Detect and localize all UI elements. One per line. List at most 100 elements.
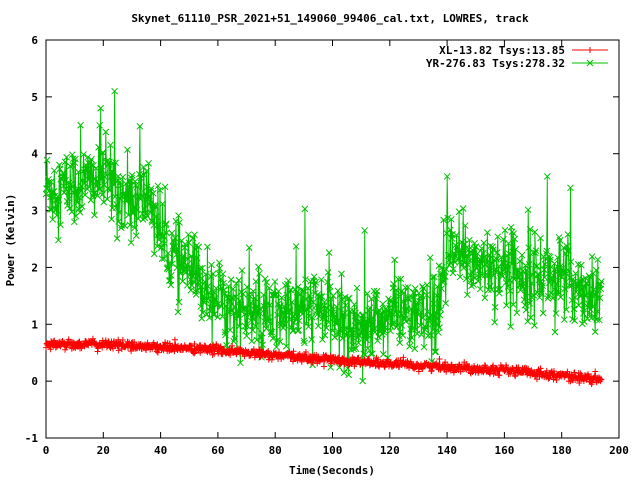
data-point bbox=[235, 313, 242, 321]
data-point bbox=[132, 232, 140, 239]
data-point bbox=[469, 247, 477, 254]
data-point bbox=[369, 314, 377, 321]
data-point bbox=[597, 285, 605, 293]
data-point bbox=[525, 261, 533, 268]
data-point bbox=[456, 273, 464, 281]
data-point bbox=[61, 173, 68, 180]
data-point bbox=[486, 282, 494, 290]
data-point bbox=[487, 267, 495, 274]
data-point bbox=[319, 314, 327, 322]
data-point bbox=[552, 265, 559, 273]
data-point bbox=[259, 341, 266, 349]
data-point bbox=[598, 278, 605, 285]
data-point bbox=[439, 278, 446, 286]
data-point bbox=[175, 298, 183, 306]
data-point bbox=[361, 351, 369, 359]
data-point bbox=[405, 295, 412, 303]
data-point bbox=[544, 295, 552, 302]
x-tick-label: 120 bbox=[380, 444, 400, 457]
data-point bbox=[550, 368, 557, 375]
data-point bbox=[80, 151, 87, 158]
data-point bbox=[97, 176, 105, 183]
y-tick-label: 3 bbox=[31, 205, 38, 218]
data-point bbox=[158, 244, 165, 251]
data-point bbox=[167, 281, 175, 289]
data-point bbox=[280, 303, 288, 310]
data-point bbox=[244, 322, 251, 330]
data-point bbox=[136, 122, 144, 130]
data-point bbox=[507, 370, 514, 377]
data-point bbox=[450, 265, 457, 273]
data-point bbox=[316, 293, 324, 300]
data-point bbox=[560, 316, 568, 324]
data-point bbox=[292, 243, 300, 250]
data-point bbox=[325, 318, 332, 326]
data-point bbox=[537, 365, 544, 372]
data-point bbox=[115, 218, 123, 225]
data-point bbox=[582, 279, 590, 287]
data-point bbox=[306, 304, 314, 312]
x-tick-label: 80 bbox=[269, 444, 282, 457]
data-point bbox=[83, 165, 91, 173]
data-point bbox=[314, 322, 322, 330]
data-point bbox=[176, 219, 183, 226]
data-point bbox=[543, 247, 551, 255]
data-point bbox=[405, 316, 413, 323]
data-point bbox=[165, 265, 173, 273]
data-point bbox=[351, 317, 359, 325]
data-point bbox=[268, 328, 276, 336]
data-point bbox=[438, 285, 445, 292]
data-point bbox=[592, 291, 600, 299]
data-point bbox=[505, 250, 513, 258]
data-point bbox=[400, 298, 407, 306]
data-point bbox=[154, 349, 161, 356]
data-point bbox=[331, 333, 339, 341]
data-point bbox=[299, 287, 307, 294]
x-tick-label: 140 bbox=[437, 444, 457, 457]
data-point bbox=[352, 345, 360, 352]
data-point bbox=[124, 146, 131, 154]
data-point bbox=[395, 293, 403, 300]
data-point bbox=[434, 320, 442, 328]
data-point bbox=[506, 287, 514, 295]
data-point bbox=[502, 279, 510, 286]
data-point bbox=[145, 160, 152, 167]
data-point bbox=[418, 331, 425, 339]
data-point bbox=[379, 350, 387, 358]
data-point bbox=[442, 299, 450, 307]
data-point bbox=[391, 301, 399, 308]
data-point bbox=[320, 311, 327, 319]
data-point bbox=[268, 330, 275, 338]
data-point bbox=[236, 322, 243, 330]
data-point bbox=[575, 301, 583, 309]
data-point bbox=[103, 344, 110, 351]
legend-swatch-yr bbox=[572, 59, 608, 67]
data-point bbox=[359, 377, 366, 385]
data-point bbox=[404, 283, 412, 291]
data-point bbox=[216, 264, 224, 272]
data-point bbox=[164, 264, 172, 271]
data-point bbox=[423, 291, 430, 299]
data-point bbox=[308, 313, 316, 321]
data-point bbox=[531, 322, 538, 329]
data-point bbox=[368, 295, 375, 303]
data-point bbox=[206, 314, 213, 322]
data-point bbox=[288, 298, 296, 306]
data-point bbox=[437, 270, 444, 278]
data-point bbox=[66, 204, 74, 212]
data-point bbox=[598, 376, 605, 383]
data-point bbox=[426, 254, 434, 262]
data-point bbox=[88, 161, 96, 169]
data-point bbox=[254, 306, 261, 313]
data-point bbox=[488, 286, 495, 293]
data-point bbox=[145, 192, 153, 200]
data-point bbox=[429, 326, 437, 333]
data-point bbox=[577, 261, 585, 269]
data-point bbox=[476, 285, 484, 293]
data-point bbox=[374, 337, 381, 345]
data-point bbox=[508, 260, 516, 268]
data-point bbox=[464, 261, 472, 269]
data-point bbox=[126, 177, 133, 185]
data-point bbox=[356, 332, 363, 340]
data-point bbox=[250, 346, 257, 353]
